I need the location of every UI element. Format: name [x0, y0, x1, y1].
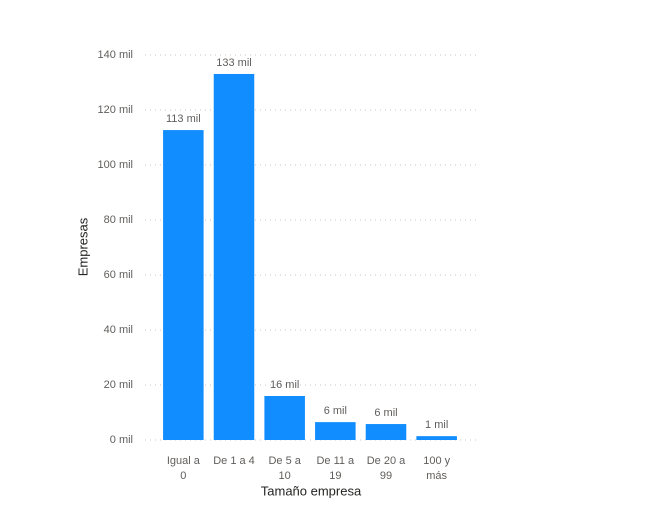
- bar: [163, 130, 204, 440]
- x-tick-label: De 1 a 4: [213, 455, 255, 467]
- y-tick-label: 60 mil: [104, 269, 133, 281]
- y-tick-label: 20 mil: [104, 379, 133, 391]
- x-tick-label: De 11 a 19: [316, 455, 355, 482]
- x-tick-label-line: 0: [180, 470, 186, 482]
- bar: [365, 424, 407, 440]
- y-tick-label: 100 mil: [98, 159, 133, 171]
- data-label: 6 mil: [324, 405, 347, 417]
- x-tick-label: De 20 a 99: [367, 455, 406, 482]
- x-tick-label-line: De 5 a: [268, 455, 301, 467]
- x-tick-label: Igual a 0: [167, 455, 201, 482]
- bar: [264, 396, 305, 440]
- x-tick-label-line: 19: [329, 470, 341, 482]
- y-tick-label: 80 mil: [104, 214, 133, 226]
- data-label: 133 mil: [216, 57, 251, 69]
- y-axis-title: Empresas: [75, 217, 90, 276]
- bar: [213, 73, 255, 440]
- x-tick-label-line: 100 y: [423, 455, 450, 467]
- data-label: 113 mil: [166, 113, 201, 125]
- x-tick-label-line: De 1 a 4: [213, 455, 255, 467]
- bar: [315, 422, 356, 440]
- y-tick-label: 0 mil: [110, 434, 133, 446]
- x-tick-label-line: 10: [279, 470, 291, 482]
- data-label: 6 mil: [374, 407, 397, 419]
- x-tick-label-line: De 20 a: [367, 455, 406, 467]
- data-label: 1 mil: [425, 419, 448, 431]
- y-tick-label: 40 mil: [104, 324, 133, 336]
- y-tick-label: 140 mil: [98, 49, 133, 61]
- x-tick-label-line: 99: [380, 470, 392, 482]
- x-tick-label: De 5 a 10: [268, 455, 301, 482]
- x-tick-label: 100 y más: [423, 455, 450, 482]
- bar: [416, 436, 457, 440]
- y-tick-label: 120 mil: [98, 104, 133, 116]
- x-tick-label-line: Igual a: [167, 455, 201, 467]
- x-tick-label-line: más: [426, 470, 447, 482]
- data-label: 16 mil: [270, 379, 299, 391]
- x-tick-label-line: De 11 a: [316, 455, 355, 467]
- x-axis-title: Tamaño empresa: [261, 483, 362, 498]
